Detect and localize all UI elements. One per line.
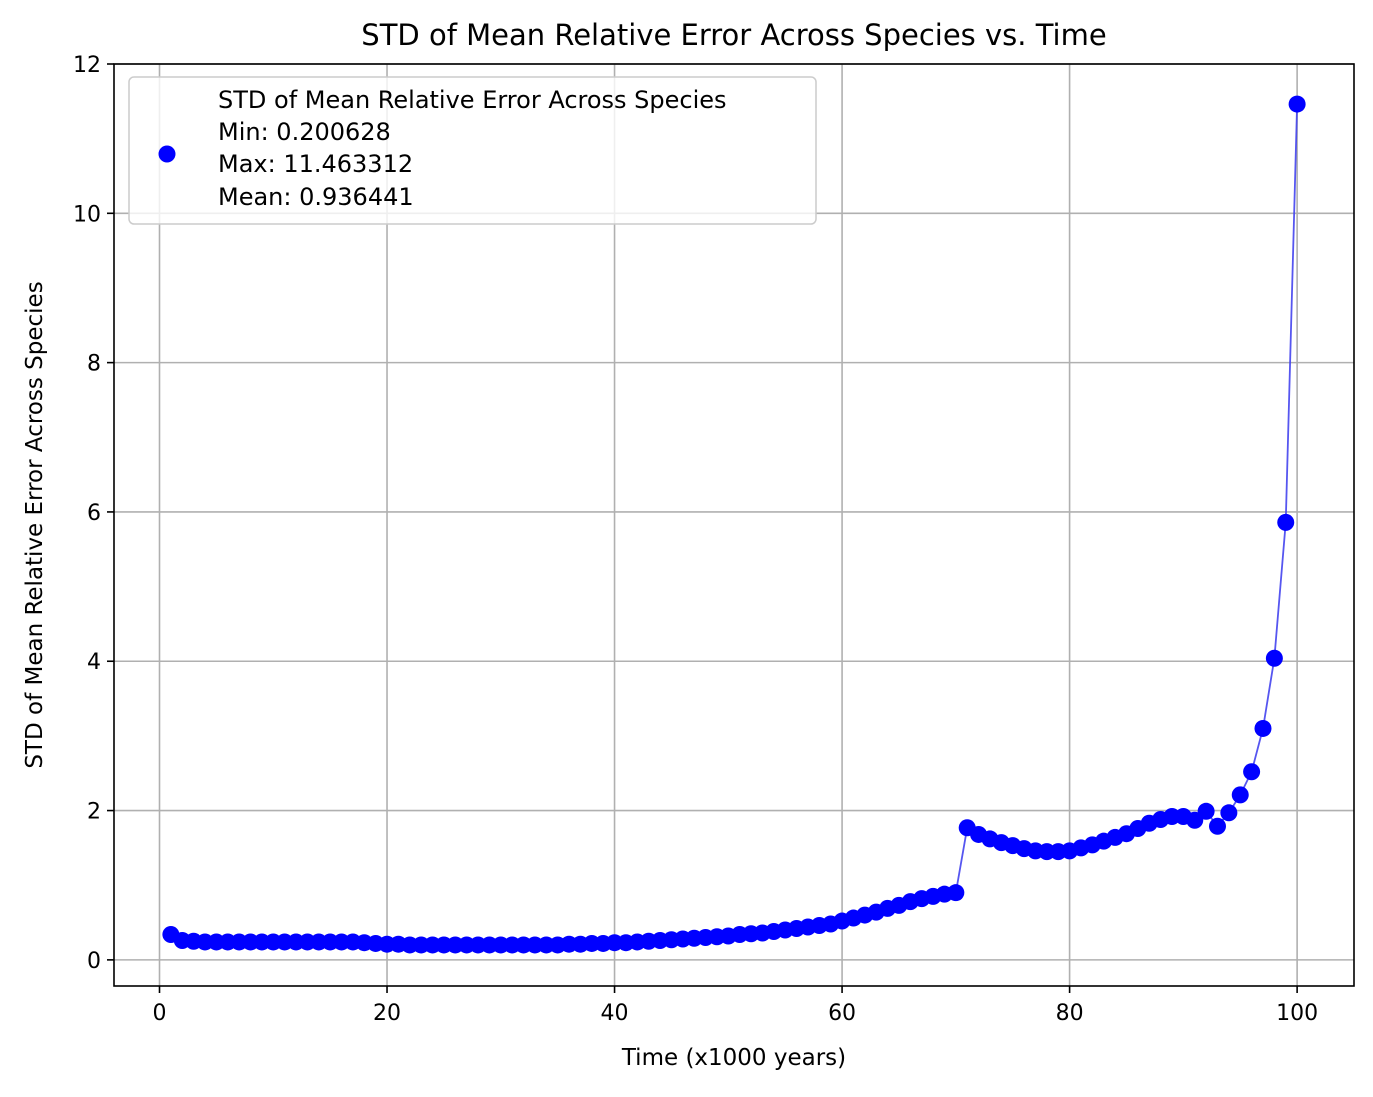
data-point <box>1288 95 1306 113</box>
y-tick-label: 12 <box>73 53 101 78</box>
data-point <box>947 884 965 902</box>
y-tick-label: 8 <box>87 352 101 377</box>
x-axis-label: Time (x1000 years) <box>621 1045 846 1071</box>
legend-marker <box>158 145 176 163</box>
data-point <box>1208 817 1226 835</box>
legend-series-name: STD of Mean Relative Error Across Specie… <box>218 86 727 114</box>
data-point <box>1243 763 1261 781</box>
y-tick-label: 10 <box>73 202 101 227</box>
y-tick-label: 6 <box>87 501 101 526</box>
y-tick-label: 0 <box>87 949 101 974</box>
y-tick-label: 4 <box>87 650 101 675</box>
data-point <box>1254 719 1272 737</box>
y-tick-label: 2 <box>87 800 101 825</box>
legend-min-value: Min: 0.200628 <box>218 118 391 146</box>
data-point <box>1277 513 1295 531</box>
data-point <box>1231 786 1249 804</box>
chart-title: STD of Mean Relative Error Across Specie… <box>361 18 1106 52</box>
legend-box <box>128 76 817 225</box>
legend: STD of Mean Relative Error Across Specie… <box>128 76 817 225</box>
data-point <box>1265 649 1283 667</box>
data-point <box>1197 802 1215 820</box>
tick-layer: 0 20 40 60 80 100 0 2 4 6 8 10 12 <box>73 53 1318 1026</box>
x-tick-label: 80 <box>1056 1001 1084 1026</box>
x-tick-label: 40 <box>601 1001 629 1026</box>
legend-max-value: Max: 11.463312 <box>218 150 413 178</box>
data-point <box>1186 811 1204 829</box>
data-point <box>1220 804 1238 822</box>
x-tick-label: 60 <box>828 1001 856 1026</box>
legend-mean-value: Mean: 0.936441 <box>218 183 414 211</box>
y-axis-label: STD of Mean Relative Error Across Specie… <box>22 281 48 768</box>
x-tick-label: 100 <box>1276 1001 1318 1026</box>
x-tick-label: 0 <box>153 1001 167 1026</box>
x-tick-label: 20 <box>373 1001 401 1026</box>
plot-area-frame <box>113 63 1355 987</box>
series-layer <box>162 95 1306 954</box>
